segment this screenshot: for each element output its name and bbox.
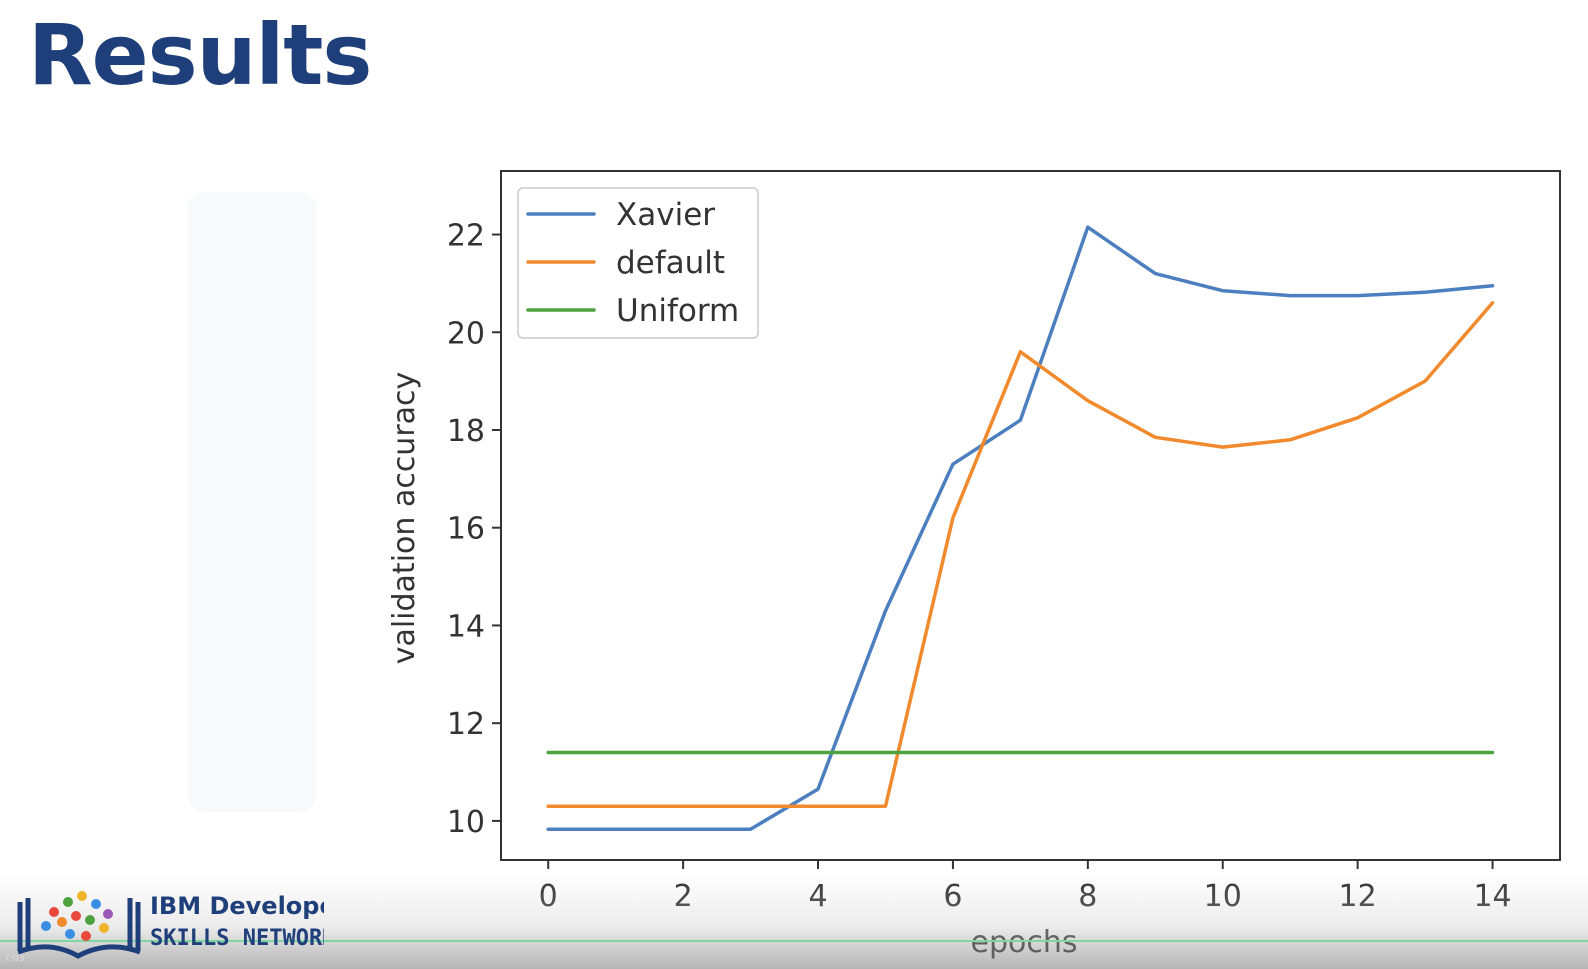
legend-label-uniform: Uniform — [616, 293, 739, 329]
x-tick-label: 0 — [539, 879, 558, 914]
y-axis-label: validation accuracy — [387, 372, 422, 665]
series-layer — [546, 225, 1495, 831]
x-tick-label: 10 — [1204, 879, 1242, 914]
x-tick-label: 2 — [674, 879, 693, 914]
y-tick-label: 14 — [447, 609, 485, 644]
legend-label-default: default — [616, 245, 725, 281]
y-tick-label: 12 — [447, 707, 485, 742]
x-tick-label: 4 — [808, 879, 827, 914]
logo-text-skills: SKILLS NETWORK — [150, 926, 324, 951]
y-tick-label: 20 — [447, 316, 485, 351]
x-tick-label: 6 — [943, 879, 962, 914]
book-network-icon — [17, 891, 141, 959]
x-axis-label: epochs — [971, 925, 1078, 960]
x-axis: 0 2 4 6 8 10 12 14 — [539, 860, 1512, 914]
series-line-default — [546, 301, 1495, 808]
series-line-xavier — [546, 225, 1495, 831]
y-axis: 10 12 14 16 18 20 22 — [447, 219, 501, 840]
x-tick-label: 12 — [1339, 879, 1377, 914]
y-tick-label: 22 — [447, 219, 485, 254]
x-tick-label: 14 — [1473, 879, 1511, 914]
legend: Xavier default Uniform — [517, 187, 759, 339]
slide-title: Results — [28, 6, 372, 104]
plot-frame — [500, 170, 1561, 861]
y-tick-label: 18 — [447, 414, 485, 449]
logo-text-developer: IBM Developer — [150, 892, 324, 920]
legend-box — [517, 187, 759, 339]
video-progress-line[interactable] — [0, 940, 1588, 942]
y-tick-label: 16 — [447, 512, 485, 547]
video-timestamp: 7:03 — [4, 954, 25, 964]
legend-label-xavier: Xavier — [616, 197, 715, 233]
x-tick-label: 8 — [1078, 879, 1097, 914]
background-panel — [188, 192, 316, 812]
y-tick-label: 10 — [447, 805, 485, 840]
ibm-logo: IBM Developer SKILLS NETWORK — [14, 884, 324, 960]
